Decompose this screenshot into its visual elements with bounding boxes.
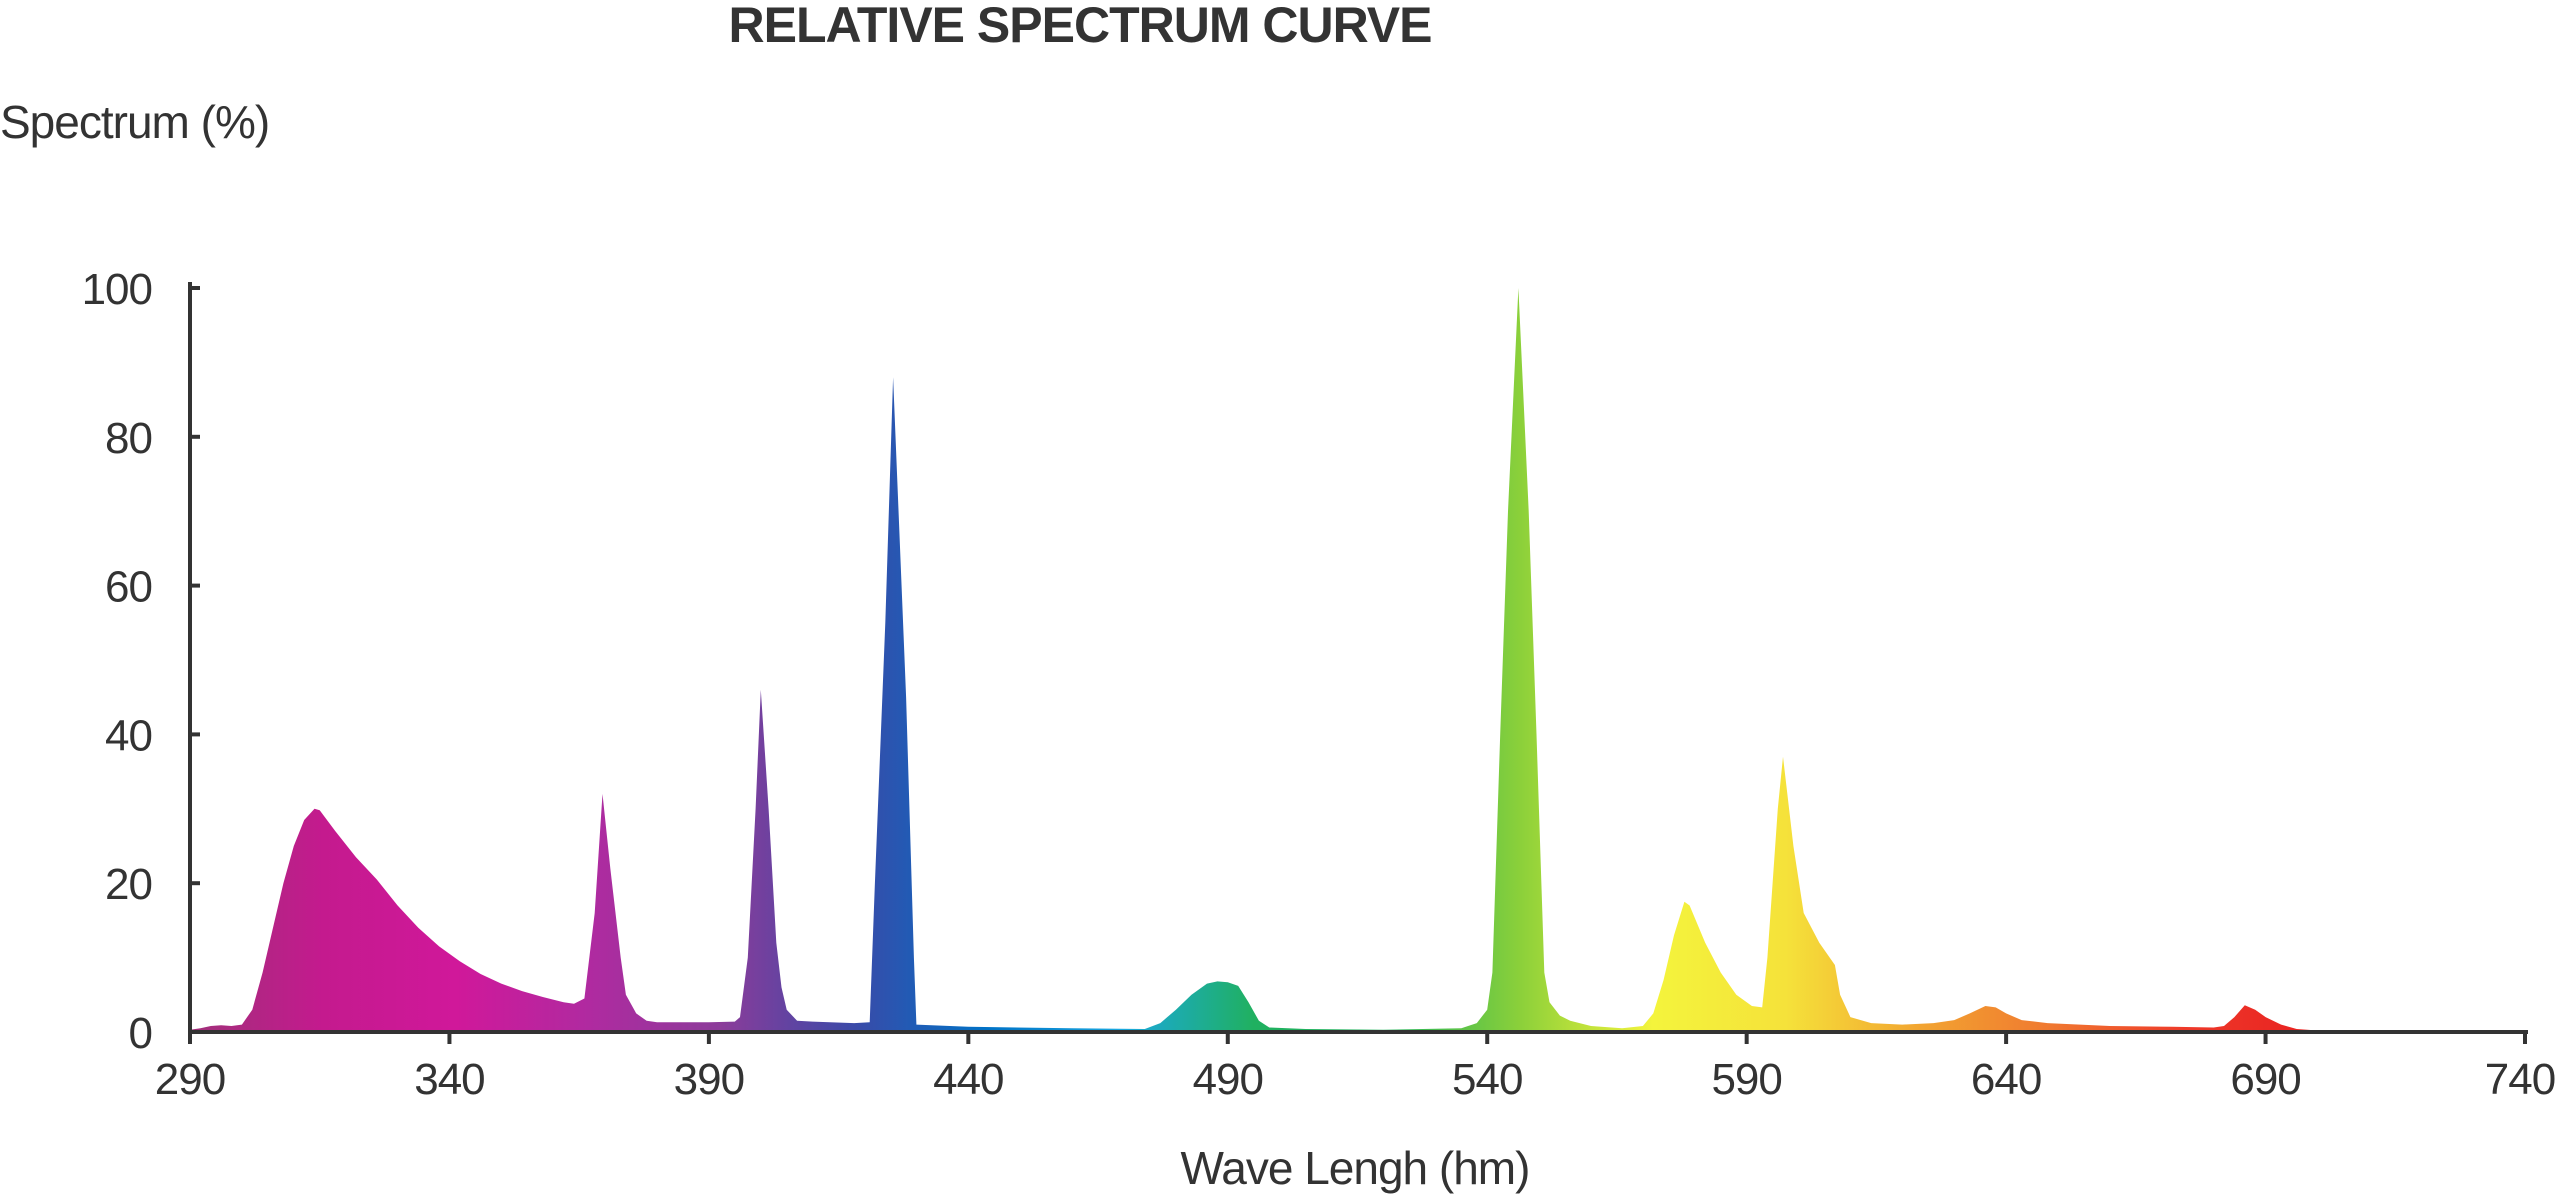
spectrum-area-0 (190, 288, 2318, 1032)
axes (188, 282, 2528, 1034)
x-tick-label: 640 (1971, 1055, 2041, 1104)
x-tick-label: 740 (2485, 1055, 2555, 1104)
y-tick-label: 40 (105, 711, 152, 760)
x-tick-label: 690 (2230, 1055, 2300, 1104)
y-tick-label: 0 (129, 1009, 152, 1058)
x-axis-label: Wave Lengh (hm) (1181, 1142, 1530, 1194)
x-ticks: 290 340 390 440 490 540 590 640 690 740 (155, 1032, 2556, 1104)
y-tick-label: 60 (105, 563, 152, 612)
x-tick-label: 290 (155, 1055, 225, 1104)
x-tick-label: 590 (1711, 1055, 1781, 1104)
x-tick-label: 340 (414, 1055, 484, 1104)
y-axis-label: Spectrum (%) (0, 96, 269, 148)
y-tick-label: 80 (105, 414, 152, 463)
chart-title: RELATIVE SPECTRUM CURVE (728, 0, 1431, 53)
x-tick-label: 540 (1452, 1055, 1522, 1104)
y-tick-label: 100 (82, 265, 152, 314)
x-tick-label: 490 (1193, 1055, 1263, 1104)
spectrum-area-layer (190, 288, 2318, 1032)
x-tick-label: 440 (933, 1055, 1003, 1104)
y-ticks: 0 20 40 60 80 100 (82, 265, 200, 1058)
x-tick-label: 390 (674, 1055, 744, 1104)
y-tick-label: 20 (105, 860, 152, 909)
